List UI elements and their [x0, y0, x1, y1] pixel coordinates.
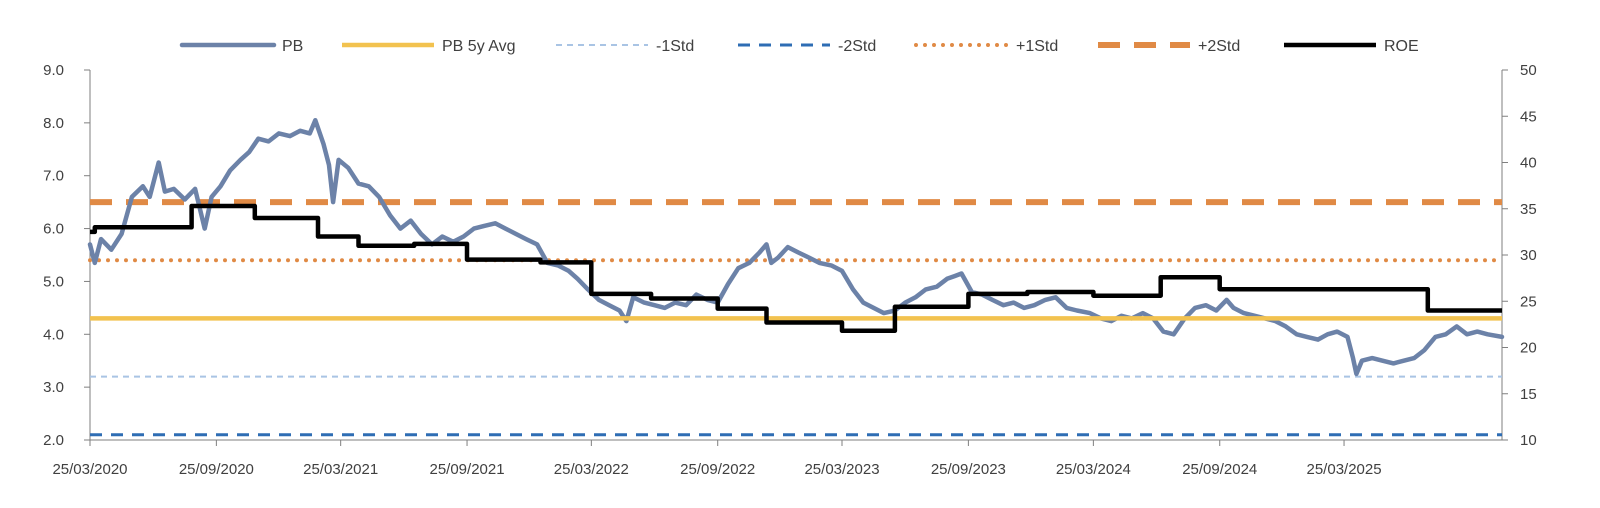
legend-label-2std: -2Std	[838, 38, 876, 55]
series-pb-line	[87, 117, 1505, 377]
x-tick-label: 25/09/2021	[429, 461, 504, 478]
x-tick-label: 25/09/2022	[680, 461, 755, 478]
x-tick-label: 25/03/2023	[804, 461, 879, 478]
left-tick-label: 9.0	[43, 62, 64, 79]
legend-label-roe: ROE	[1384, 38, 1419, 55]
x-tick-label: 25/09/2020	[179, 461, 254, 478]
left-tick-label: 3.0	[43, 379, 64, 396]
x-tick-label: 25/03/2025	[1307, 461, 1382, 478]
left-tick-label: 2.0	[43, 432, 64, 449]
left-tick-label: 5.0	[43, 273, 64, 290]
legend-label-pb-5y-avg: PB 5y Avg	[442, 38, 516, 55]
x-tick-label: 25/03/2022	[554, 461, 629, 478]
x-tick-label: 25/03/2020	[52, 461, 127, 478]
left-tick-label: 8.0	[43, 115, 64, 132]
series-roe-line	[90, 203, 1502, 334]
x-tick-label: 25/03/2021	[303, 461, 378, 478]
left-tick-label: 7.0	[43, 168, 64, 185]
right-tick-label: 20	[1520, 340, 1537, 357]
legend-label-1std: +1Std	[1016, 38, 1058, 55]
x-tick-label: 25/03/2024	[1056, 461, 1131, 478]
series-layer	[87, 117, 1505, 437]
legend-label-pb: PB	[282, 38, 303, 55]
legend-label-1std: -1Std	[656, 38, 694, 55]
left-tick-label: 4.0	[43, 326, 64, 343]
right-tick-label: 15	[1520, 386, 1537, 403]
right-tick-label: 45	[1520, 108, 1537, 125]
legend: PB PB 5y Avg -1Std -2Std +1Std +2Std ROE	[179, 38, 1419, 55]
left-tick-label: 6.0	[43, 221, 64, 238]
right-tick-label: 40	[1520, 155, 1537, 172]
legend-label-2std: +2Std	[1198, 38, 1240, 55]
x-tick-label: 25/09/2024	[1182, 461, 1257, 478]
right-tick-label: 35	[1520, 201, 1537, 218]
x-tick-label: 25/09/2023	[931, 461, 1006, 478]
right-tick-label: 50	[1520, 62, 1537, 79]
axes: 2.0 3.0 4.0 5.0 6.0 7.0 8.0 9.0 10 15 20 25 30 35 40 45…	[43, 62, 1537, 478]
right-tick-label: 30	[1520, 247, 1537, 264]
right-tick-label: 10	[1520, 432, 1537, 449]
right-tick-label: 25	[1520, 293, 1537, 310]
